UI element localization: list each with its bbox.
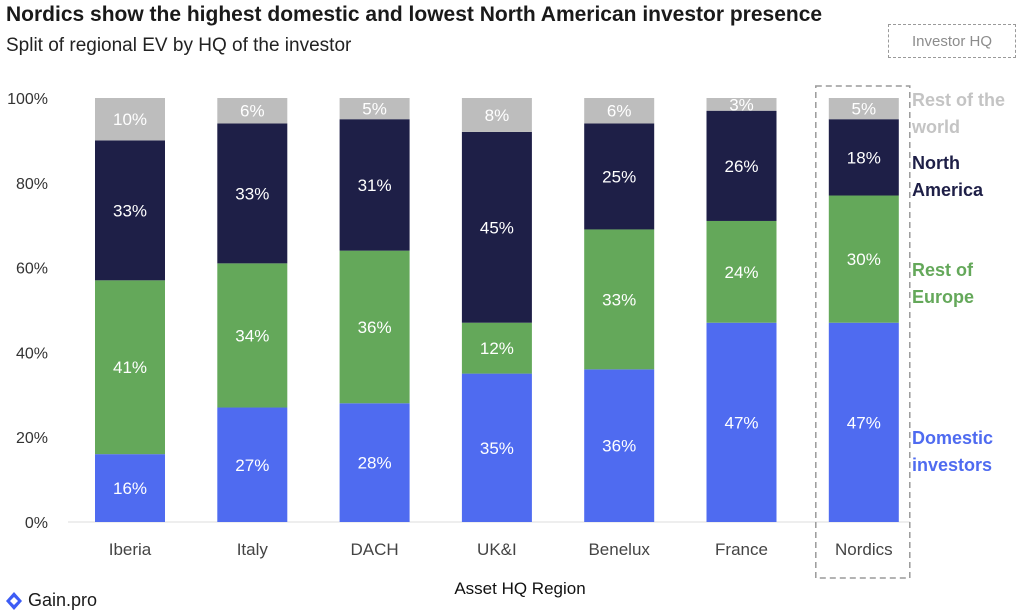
bar-segment — [461, 131, 532, 323]
bar-segment — [339, 403, 410, 522]
legend-label: world — [911, 117, 960, 137]
bar-segment — [339, 98, 410, 120]
bar-segment — [95, 140, 165, 281]
bar-segment — [828, 119, 899, 196]
bar-segment-label: 45% — [480, 218, 514, 237]
bar-segment — [706, 322, 777, 522]
bar-segment-label: 6% — [240, 102, 265, 121]
bar-segment-label: 33% — [235, 184, 269, 203]
bar-segment — [584, 98, 655, 124]
bar-segment — [95, 280, 165, 455]
y-tick-label: 60% — [16, 261, 48, 278]
legend-label: North — [912, 153, 960, 173]
bar-segment — [461, 98, 532, 132]
bar-segment-label: 8% — [485, 106, 510, 125]
x-category-label: France — [715, 540, 768, 559]
x-category-label: Benelux — [588, 540, 650, 559]
bar-segment-label: 26% — [724, 157, 758, 176]
bar-segment-label: 16% — [113, 479, 147, 498]
legend-label: Europe — [912, 287, 974, 307]
bar-segment-label: 30% — [847, 250, 881, 269]
bar-segment — [95, 454, 165, 522]
legend-label: Domestic — [912, 428, 993, 448]
bar-segment-label: 34% — [235, 326, 269, 345]
y-tick-label: 100% — [7, 91, 48, 108]
bar-segment-label: 25% — [602, 167, 636, 186]
bar-segment-label: 31% — [358, 176, 392, 195]
legend-label: Rest of — [912, 260, 974, 280]
y-tick-label: 0% — [25, 515, 48, 532]
chart-title: Nordics show the highest domestic and lo… — [6, 3, 823, 26]
bar-segment — [217, 263, 288, 408]
bar-segment — [706, 98, 777, 111]
bar-segment-label: 36% — [358, 318, 392, 337]
bar-segment-label: 41% — [113, 358, 147, 377]
bar-segment-label: 33% — [602, 290, 636, 309]
bar-segment-label: 28% — [358, 454, 392, 473]
bar-segment — [828, 195, 899, 323]
bar-segment — [706, 220, 777, 323]
bar-segment-label: 33% — [113, 201, 147, 220]
y-tick-label: 80% — [16, 176, 48, 193]
bar-segment — [461, 373, 532, 522]
bar-segment-label: 47% — [847, 413, 881, 432]
bar-segment-label: 36% — [602, 437, 636, 456]
bar-segment — [217, 123, 288, 264]
x-axis-title: Asset HQ Region — [454, 579, 585, 598]
bar-segment-label: 24% — [724, 263, 758, 282]
investor-hq-legend-box: Investor HQ — [888, 24, 1016, 58]
legend-label: investors — [912, 455, 992, 475]
bar-segment-label: 27% — [235, 456, 269, 475]
bar-segment — [461, 322, 532, 374]
legend-label: America — [912, 180, 984, 200]
bar-segment — [95, 98, 165, 141]
bar-segment-label: 47% — [724, 413, 758, 432]
bar-segment — [339, 119, 410, 251]
bar-segment — [584, 123, 655, 230]
bar-segment — [706, 110, 777, 221]
x-category-label: UK&I — [477, 540, 517, 559]
bar-segment-label: 5% — [362, 100, 387, 119]
gain-pro-logo: Gain.pro — [4, 590, 97, 611]
highlight-box — [815, 85, 911, 579]
bar-segment — [584, 229, 655, 370]
legend-label: Rest of the — [912, 90, 1005, 110]
bar-segment-label: 10% — [113, 110, 147, 129]
x-category-label: Italy — [237, 540, 269, 559]
logo-text: Gain.pro — [28, 590, 98, 610]
bar-segment-label: 12% — [480, 339, 514, 358]
bar-segment — [217, 407, 288, 522]
chart-subtitle: Split of regional EV by HQ of the invest… — [6, 35, 352, 56]
bar-segment — [828, 322, 899, 522]
gain-pro-logo-icon — [6, 591, 22, 610]
x-category-label: Iberia — [109, 540, 152, 559]
y-tick-label: 20% — [16, 430, 48, 447]
x-category-label: Nordics — [835, 540, 893, 559]
bar-segment-label: 6% — [607, 102, 632, 121]
bar-segment-label: 5% — [852, 100, 877, 119]
bar-segment — [828, 98, 899, 120]
bar-segment-label: 18% — [847, 148, 881, 167]
bar-segment — [217, 98, 288, 124]
bar-segment-label: 3% — [729, 95, 754, 114]
bar-segment-label: 35% — [480, 439, 514, 458]
bar-segment — [339, 250, 410, 404]
bar-segment — [584, 369, 655, 522]
y-tick-label: 40% — [16, 345, 48, 362]
x-category-label: DACH — [351, 540, 399, 559]
